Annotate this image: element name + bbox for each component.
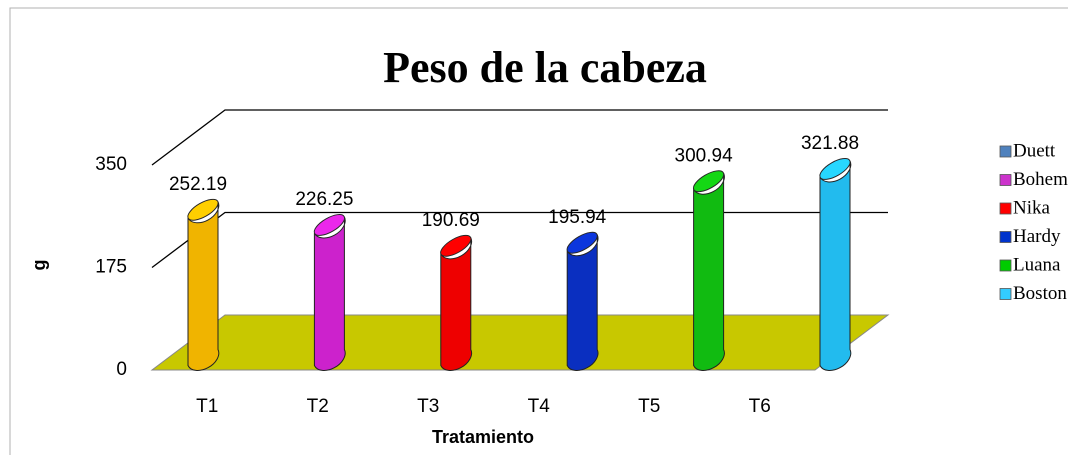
bar [566, 234, 599, 371]
value-label: 190.69 [422, 210, 480, 231]
chart-title: Peso de la cabeza [383, 43, 707, 92]
legend-swatch [999, 174, 1012, 186]
legend-swatch [999, 202, 1012, 215]
value-label: 321.88 [801, 133, 859, 154]
legend-swatch [999, 231, 1012, 243]
legend-swatch [999, 288, 1012, 300]
x-tick-label: T5 [638, 396, 660, 417]
y-tick-label: 175 [95, 257, 127, 278]
grid-line [151, 211, 888, 269]
legend-label: Nika [1013, 197, 1051, 218]
floor [150, 314, 890, 371]
bar [819, 160, 852, 371]
grid-line [151, 109, 888, 166]
x-tick-label: T3 [417, 396, 439, 417]
y-tick-label: 350 [95, 154, 127, 175]
bar-top [819, 158, 851, 180]
legend-label: Bohemia [1013, 169, 1068, 190]
legend-label: Boston [1013, 283, 1067, 304]
bar [440, 237, 473, 371]
y-axis-label: g [29, 260, 49, 271]
x-tick-label: T1 [196, 396, 218, 417]
x-axis-label: Tratamiento [432, 427, 534, 447]
x-tick-label: T6 [749, 396, 771, 417]
x-tick-label: T2 [307, 396, 329, 417]
bar-top [440, 234, 472, 257]
x-tick-label: T4 [528, 396, 551, 417]
value-label: 195.94 [548, 207, 607, 228]
legend-swatch [999, 145, 1012, 158]
legend-swatch [999, 259, 1012, 272]
bar [693, 173, 725, 371]
bar-top [187, 198, 219, 221]
y-tick-label: 0 [116, 359, 127, 380]
value-label: 300.94 [675, 145, 734, 166]
legend-label: Duett [1013, 140, 1056, 161]
bar [187, 201, 220, 371]
bar-top [313, 214, 346, 236]
value-label: 252.19 [169, 174, 227, 195]
value-label: 226.25 [295, 189, 353, 210]
bar-top [692, 170, 725, 193]
legend-label: Luana [1013, 254, 1061, 275]
chart-border [9, 7, 1068, 455]
legend-label: Hardy [1013, 226, 1061, 247]
bar [313, 216, 346, 371]
bar-top [566, 231, 598, 254]
